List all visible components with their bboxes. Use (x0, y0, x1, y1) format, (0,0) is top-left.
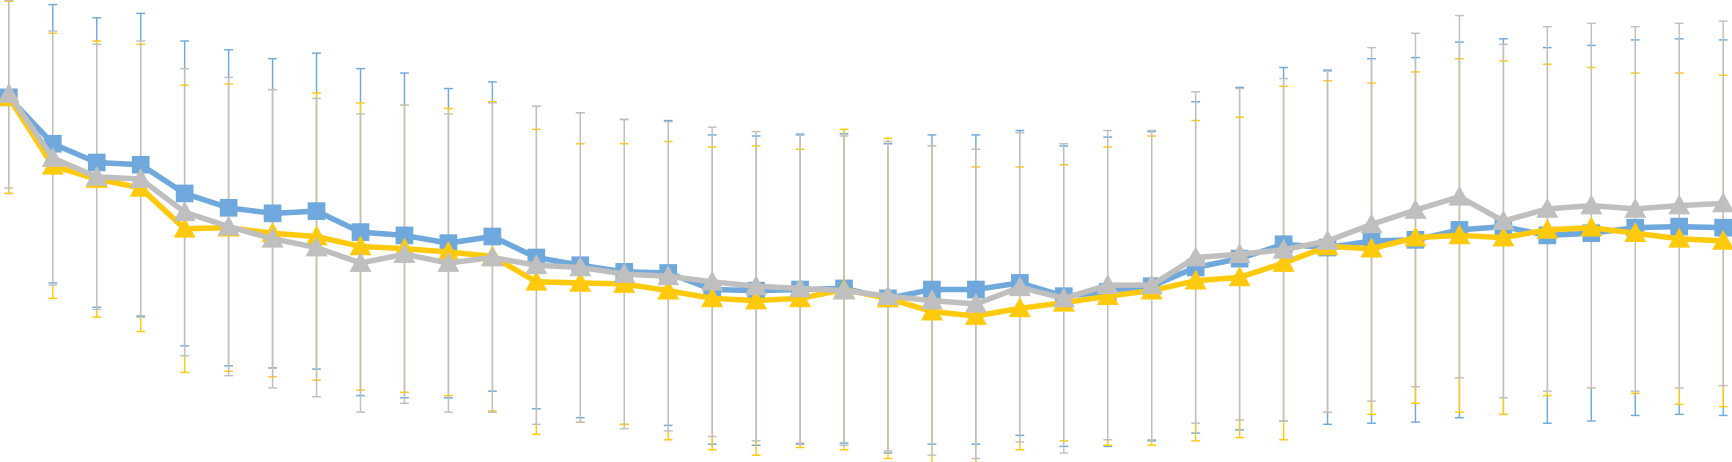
marker (832, 279, 856, 300)
marker (1184, 246, 1207, 267)
marker (1668, 194, 1691, 215)
marker (1492, 226, 1515, 247)
marker (701, 270, 724, 291)
marker (1670, 217, 1689, 236)
marker (657, 265, 680, 286)
marker (217, 215, 240, 236)
marker (481, 246, 504, 267)
marker (1668, 227, 1691, 248)
marker (219, 198, 238, 217)
marker (437, 240, 460, 261)
marker (745, 289, 768, 310)
marker (1008, 297, 1031, 318)
marker (1536, 218, 1559, 239)
marker (41, 147, 64, 167)
marker (173, 217, 196, 238)
marker (920, 289, 943, 310)
marker (305, 225, 328, 246)
marker (305, 236, 328, 257)
marker (1316, 229, 1339, 250)
marker (1404, 226, 1427, 247)
marker (175, 184, 194, 203)
marker (0, 82, 20, 103)
marker (1714, 218, 1732, 237)
marker (745, 275, 768, 296)
marker (920, 300, 943, 321)
marker (964, 305, 987, 325)
marker (437, 251, 460, 272)
series-line (6, 92, 1724, 307)
marker (1448, 185, 1471, 206)
marker (1404, 198, 1427, 219)
marker (263, 204, 282, 223)
marker (129, 168, 152, 188)
marker (964, 292, 987, 313)
marker (1448, 224, 1471, 245)
marker (1580, 216, 1603, 237)
marker (307, 202, 326, 220)
marker (483, 227, 502, 246)
marker (87, 153, 106, 172)
marker (1140, 274, 1163, 294)
marker (1272, 238, 1295, 259)
marker (613, 263, 636, 283)
marker (701, 287, 724, 308)
marker (1184, 269, 1207, 290)
marker (85, 165, 108, 186)
marker (1228, 243, 1251, 264)
marker (657, 279, 680, 300)
marker (1272, 251, 1295, 272)
marker (1624, 197, 1647, 218)
marker (393, 243, 416, 264)
marker (261, 227, 284, 248)
marker (1580, 194, 1603, 215)
marker (1624, 222, 1647, 243)
marker (967, 280, 985, 299)
marker (351, 223, 370, 241)
marker (569, 271, 592, 292)
marker (525, 254, 548, 275)
marker (569, 256, 592, 277)
marker (1492, 210, 1515, 230)
marker (1536, 197, 1559, 218)
marker (1712, 192, 1732, 213)
marker (1712, 229, 1732, 250)
marker (1008, 276, 1031, 297)
marker (349, 235, 372, 256)
marker (131, 155, 150, 174)
marker (173, 201, 196, 222)
marker (1360, 237, 1383, 258)
marker (1360, 213, 1383, 234)
marker (1228, 266, 1251, 287)
marker (395, 226, 414, 245)
marker (876, 285, 900, 306)
marker (789, 277, 812, 298)
marker (1096, 285, 1119, 306)
marker (349, 251, 372, 272)
marker (525, 270, 548, 291)
marker (1052, 287, 1075, 308)
marker (1096, 274, 1119, 294)
